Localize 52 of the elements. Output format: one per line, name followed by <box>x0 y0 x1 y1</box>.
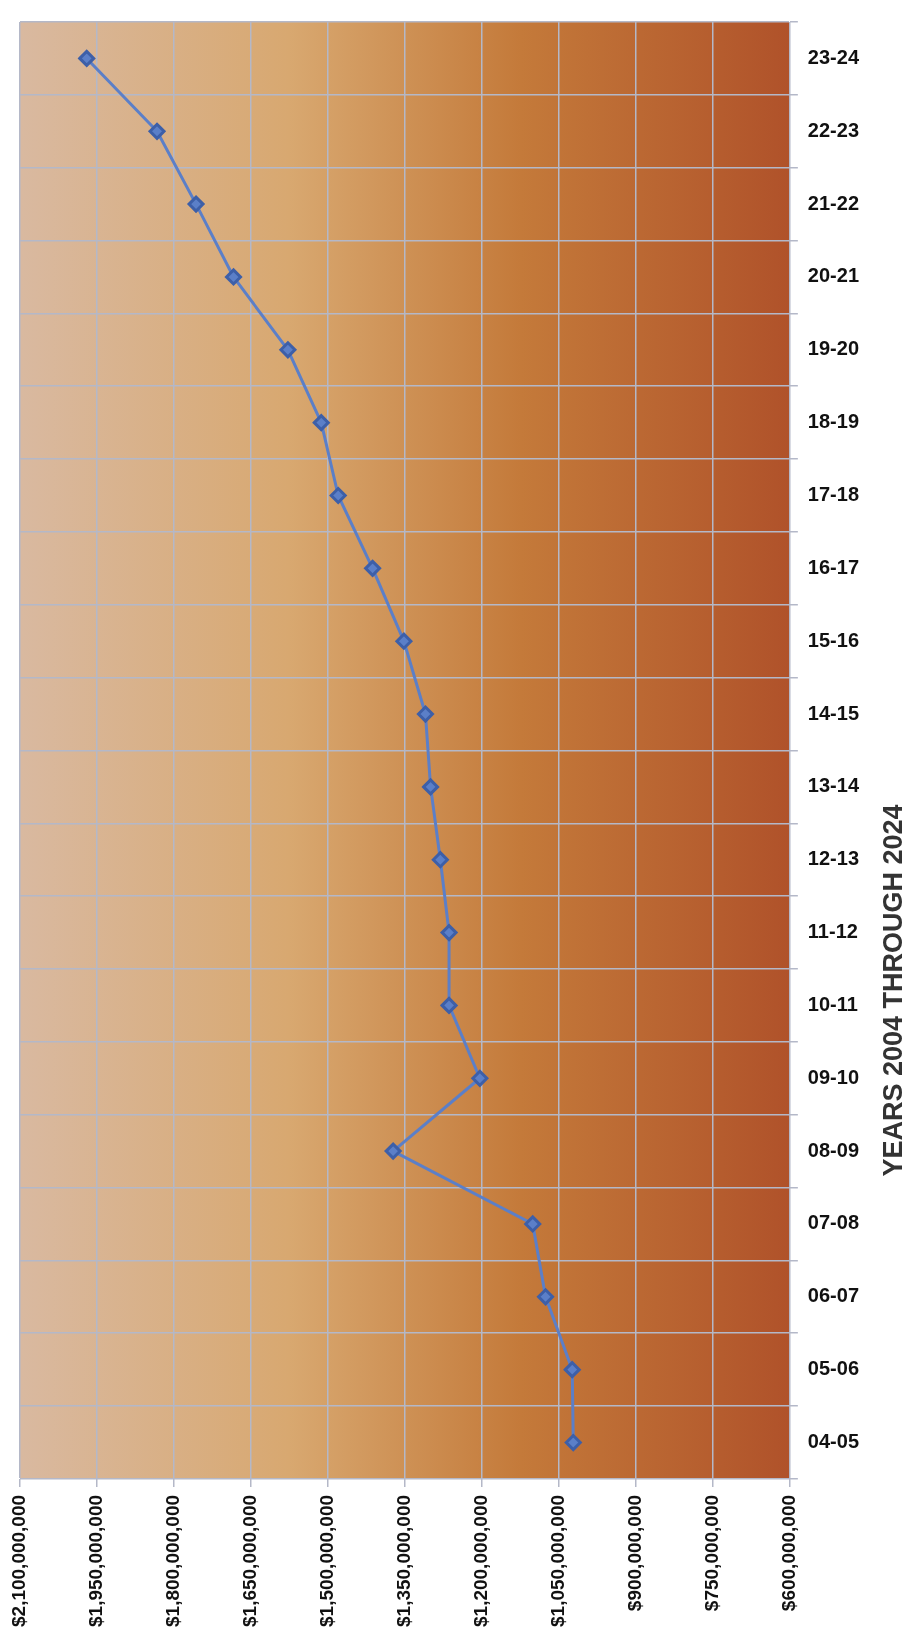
y-tick-label: 12-13 <box>807 847 859 870</box>
y-tick-label: 13-14 <box>807 774 860 797</box>
y-tick-label: 21-22 <box>807 191 859 214</box>
point <box>312 414 330 432</box>
x-tick-label: $1,200,000,000 <box>470 1494 492 1628</box>
x-tick-label: $600,000,000 <box>778 1494 800 1612</box>
point <box>537 1288 555 1306</box>
point <box>563 1361 581 1379</box>
point <box>440 924 458 942</box>
point <box>364 559 382 577</box>
point <box>329 487 347 504</box>
point <box>422 778 440 796</box>
x-tick-label: $1,950,000,000 <box>85 1494 107 1628</box>
point <box>279 341 297 359</box>
y-tick-label: 22-23 <box>807 118 859 141</box>
y-tick-label: 23-24 <box>807 45 860 68</box>
point <box>148 122 166 140</box>
x-tick-label: $900,000,000 <box>624 1494 646 1612</box>
y-tick-label: 04-05 <box>807 1430 859 1453</box>
y-tick-label: 05-06 <box>807 1357 859 1380</box>
point <box>395 632 413 650</box>
point <box>471 1069 489 1087</box>
x-tick-label: $1,800,000,000 <box>162 1494 184 1628</box>
x-tick-label: $1,050,000,000 <box>547 1494 569 1628</box>
y-tick-label: 11-12 <box>807 920 858 943</box>
x-tick-label: $1,350,000,000 <box>393 1494 415 1628</box>
y-tick-label: 08-09 <box>807 1138 859 1161</box>
y-tick-label: 15-16 <box>807 628 859 651</box>
y-tick-label: 20-21 <box>807 264 859 287</box>
y-tick-label: 18-19 <box>807 410 859 433</box>
point <box>431 851 449 869</box>
y-tick-label: 14-15 <box>807 701 859 724</box>
x-tick-label: $750,000,000 <box>701 1494 723 1612</box>
point <box>225 268 242 286</box>
x-tick-label: $1,650,000,000 <box>239 1494 261 1628</box>
point <box>524 1215 542 1233</box>
x-tick-label: $2,100,000,000 <box>8 1494 30 1628</box>
y-tick-label: 17-18 <box>807 483 859 506</box>
y-tick-label: 09-10 <box>807 1065 859 1088</box>
point <box>440 996 458 1014</box>
y-tick-label: 06-07 <box>807 1284 859 1307</box>
y-tick-label: 10-11 <box>807 992 858 1015</box>
point <box>384 1142 402 1160</box>
y-tick-label: 07-08 <box>807 1211 859 1234</box>
point <box>564 1434 582 1452</box>
point <box>78 49 96 67</box>
y-tick-label: 19-20 <box>807 337 859 360</box>
y-axis-title: YEARS 2004 THROUGH 2024 <box>878 804 909 1177</box>
point <box>187 195 205 213</box>
point <box>416 705 434 723</box>
y-tick-label: 16-17 <box>807 555 859 578</box>
x-tick-label: $1,500,000,000 <box>316 1494 338 1628</box>
